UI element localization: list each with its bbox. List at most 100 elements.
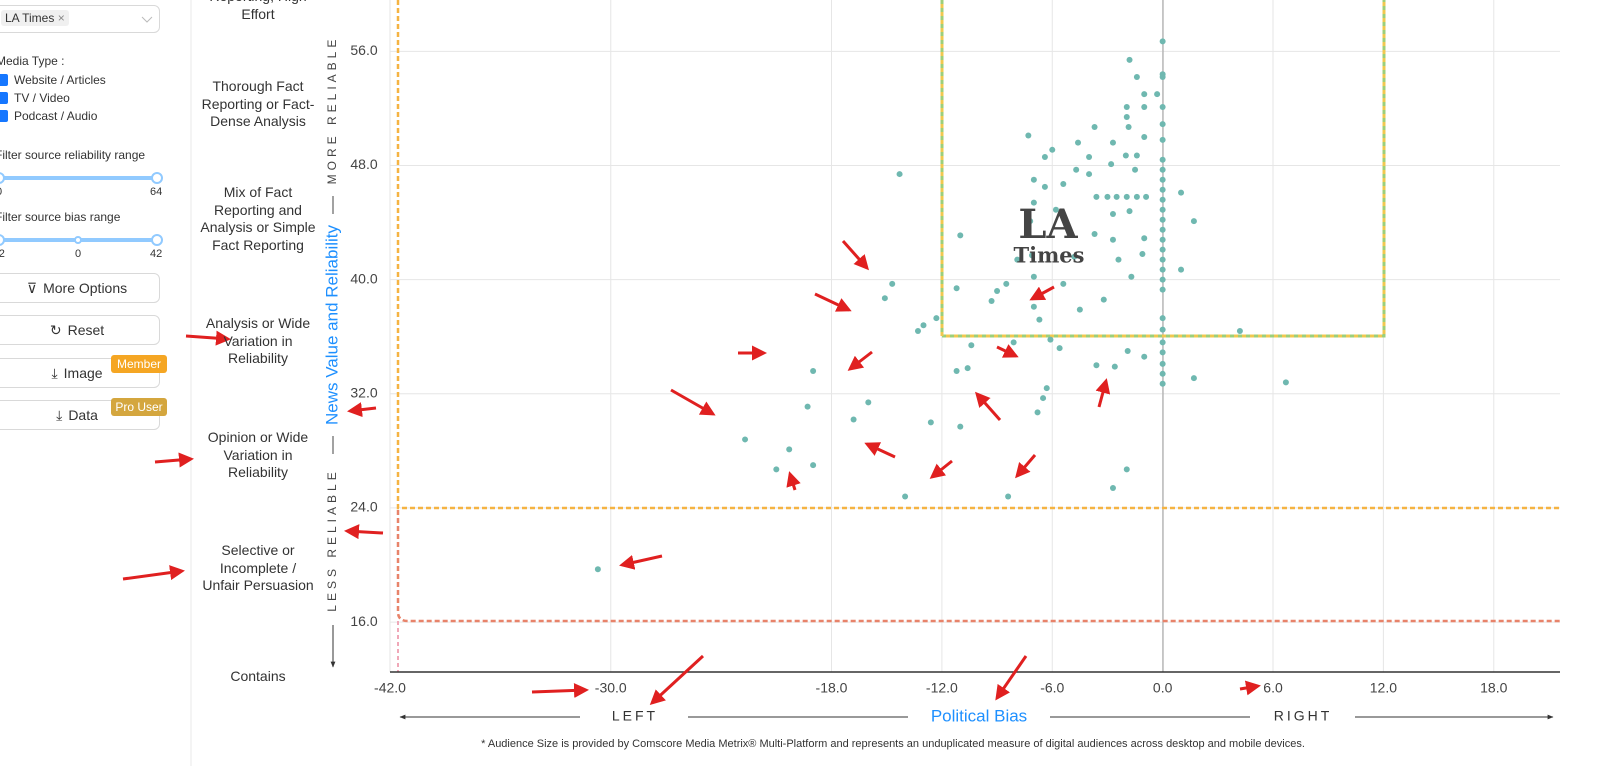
data-point [881,295,888,302]
reliability-categories: Reporting, High Effort Thorough Fact Rep… [198,0,318,682]
data-point [1139,250,1146,257]
data-point [1159,226,1166,233]
chip-remove[interactable]: × [57,11,65,25]
data-point [1159,246,1166,253]
slider-handle[interactable] [0,172,5,184]
data-point [1141,353,1148,360]
data-point [1159,156,1166,163]
data-point [953,285,960,292]
data-point [1141,235,1148,242]
data-point [1041,183,1048,190]
data-point [1190,218,1197,225]
data-point [773,466,780,473]
data-point [920,322,927,329]
data-point [1115,256,1122,263]
data-point [1075,139,1082,146]
data-point [1109,236,1116,243]
data-point [1154,91,1161,98]
footnote: * Audience Size is provided by Comscore … [481,738,1305,750]
data-point [1076,306,1083,313]
media-type-label: Media Type : [0,54,65,68]
data-point [957,232,964,239]
data-point [964,365,971,372]
checkbox-label: Website / Articles [14,73,106,87]
data-point [1141,91,1148,98]
data-point [1159,38,1166,45]
slider-handle[interactable] [151,234,163,246]
data-point [1060,181,1067,188]
data-point [994,288,1001,295]
data-point [1047,336,1054,343]
x-tick-label: -42.0 [374,680,406,696]
category-label: Mix of Fact Reporting and Analysis or Si… [200,184,316,253]
slider-handle[interactable] [0,234,5,246]
data-point [810,367,817,374]
filter-label: Filter source reliability range [0,148,146,162]
data-point [1109,484,1116,491]
data-point [1132,166,1139,173]
data-point [1178,189,1185,196]
data-point [1159,206,1166,213]
more-options-button[interactable]: ⊽ More Options [0,273,160,303]
data-point [1159,196,1166,203]
data-point [1052,206,1059,213]
data-point [1049,146,1056,153]
data-point [1159,121,1166,128]
region-box [940,0,1386,338]
checkbox[interactable] [0,74,8,86]
slider-handle[interactable] [151,172,163,184]
data-point [1159,370,1166,377]
data-point [1030,199,1037,206]
y-tick-label: 56.0 [350,42,377,58]
data-point [1073,166,1080,173]
category-label: Reporting, High Effort [209,0,306,22]
data-point [1043,385,1050,392]
source-select[interactable]: LA Times × [0,5,160,33]
checkbox-label: Podcast / Audio [14,109,98,123]
data-point [1030,303,1037,310]
slider-max: 64 [150,186,163,198]
button-text: Data [68,407,98,423]
reset-button[interactable]: ↻ Reset [0,315,160,345]
data-point [1100,296,1107,303]
category-label: Thorough Fact Reporting or Fact-Dense An… [201,78,315,129]
data-point [1159,236,1166,243]
data-point [1190,375,1197,382]
data-point [1159,256,1166,263]
data-point [1040,395,1047,402]
data-point [1123,193,1130,200]
data-point [889,280,896,287]
data-point [1123,113,1130,120]
x-tick-label: -18.0 [816,680,848,696]
checkbox[interactable] [0,110,8,122]
category-label: Contains [230,668,286,682]
x-tick-label: -30.0 [595,680,627,696]
data-point [786,446,793,453]
data-point [1124,347,1131,354]
checkbox-label: TV / Video [14,91,70,105]
checkbox[interactable] [0,92,8,104]
icon: ⤓ [51,364,58,381]
data-point [1005,493,1012,500]
data-point [1159,286,1166,293]
category-label: Analysis or Wide Variation in Reliabilit… [205,315,311,366]
data-point [1133,193,1140,200]
data-point [1123,104,1130,111]
data-point [1159,166,1166,173]
data-point [804,403,811,410]
data-point [1125,123,1132,130]
data-point [810,462,817,469]
x-label: Political Bias [931,706,1027,725]
y-label-bottom: LESS RELIABLE [325,468,339,611]
slider-min: -42 [0,248,5,260]
data-point [1159,315,1166,322]
data-point [988,298,995,305]
y-label-top: MORE RELIABLE [325,36,339,185]
chevron [141,16,153,23]
x-tick-label: 6.0 [1263,680,1283,696]
data-point [1159,349,1166,356]
data-point [1159,74,1166,81]
data-point [1113,193,1120,200]
logo: Times [1013,243,1084,268]
